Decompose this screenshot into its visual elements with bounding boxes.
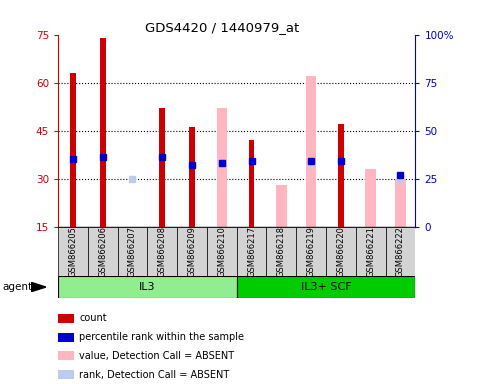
Text: GSM866206: GSM866206 (98, 226, 107, 277)
Bar (117, 227, 147, 276)
Bar (385, 227, 415, 276)
Bar (70, 73, 76, 227)
Bar (366, 169, 376, 227)
Bar (88, 227, 117, 276)
Bar (147, 227, 177, 276)
Bar (58, 351, 74, 360)
Bar (395, 179, 406, 227)
Text: GSM866220: GSM866220 (337, 226, 345, 277)
Bar (58, 333, 74, 342)
Text: IL3+ SCF: IL3+ SCF (301, 282, 351, 292)
Text: agent: agent (2, 282, 32, 292)
Text: GSM866222: GSM866222 (396, 226, 405, 277)
Bar (249, 140, 255, 227)
Bar (237, 227, 267, 276)
Text: GSM866208: GSM866208 (158, 226, 167, 277)
Text: GDS4420 / 1440979_at: GDS4420 / 1440979_at (145, 21, 299, 34)
Text: GSM866210: GSM866210 (217, 226, 226, 277)
Bar (58, 370, 74, 379)
Text: GSM866221: GSM866221 (366, 226, 375, 277)
Polygon shape (31, 283, 46, 292)
Bar (326, 227, 356, 276)
Bar (216, 108, 227, 227)
Bar (100, 38, 105, 227)
Text: GSM866217: GSM866217 (247, 226, 256, 277)
Bar (58, 276, 237, 298)
Bar (276, 185, 286, 227)
Text: percentile rank within the sample: percentile rank within the sample (79, 332, 244, 342)
Bar (306, 76, 316, 227)
Bar (237, 276, 415, 298)
Bar (58, 227, 88, 276)
Bar (356, 227, 385, 276)
Bar (58, 314, 74, 323)
Bar (207, 227, 237, 276)
Bar (159, 108, 165, 227)
Text: rank, Detection Call = ABSENT: rank, Detection Call = ABSENT (79, 369, 229, 379)
Text: GSM866219: GSM866219 (307, 226, 315, 277)
Bar (267, 227, 296, 276)
Text: GSM866218: GSM866218 (277, 226, 286, 277)
Text: GSM866209: GSM866209 (187, 226, 197, 277)
Text: GSM866205: GSM866205 (69, 226, 77, 277)
Text: count: count (79, 313, 107, 323)
Bar (338, 124, 344, 227)
Bar (296, 227, 326, 276)
Bar (177, 227, 207, 276)
Bar (189, 127, 195, 227)
Text: value, Detection Call = ABSENT: value, Detection Call = ABSENT (79, 351, 235, 361)
Text: GSM866207: GSM866207 (128, 226, 137, 277)
Text: IL3: IL3 (139, 282, 156, 292)
